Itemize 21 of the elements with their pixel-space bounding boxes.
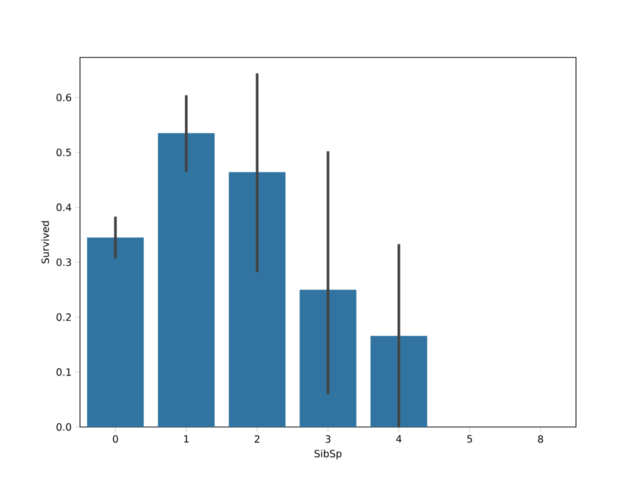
x-tick-label: 8	[538, 435, 544, 443]
y-tick-label: 0.0	[56, 423, 72, 431]
x-tick-label: 0	[112, 435, 118, 443]
x-tick-label: 4	[396, 435, 402, 442]
y-tick-label: 0.1	[56, 368, 71, 376]
x-tick-label: 2	[254, 435, 260, 443]
y-tick-label: 0.4	[56, 204, 72, 212]
x-tick-label: 1	[184, 435, 189, 442]
bar	[370, 336, 428, 427]
y-tick-label: 0.6	[56, 94, 72, 102]
bar	[158, 133, 215, 427]
x-tick-label: 3	[326, 435, 330, 443]
y-tick-label: 0.5	[56, 148, 71, 156]
x-tick-label: 5	[467, 435, 472, 443]
bar	[228, 172, 286, 427]
y-axis-title: Survived	[41, 221, 50, 264]
y-tick-label: 0.3	[56, 258, 71, 266]
y-tick-label: 0.2	[56, 313, 71, 321]
bar	[87, 238, 144, 427]
x-axis-title: SibSp	[314, 450, 342, 460]
bar	[300, 290, 356, 427]
